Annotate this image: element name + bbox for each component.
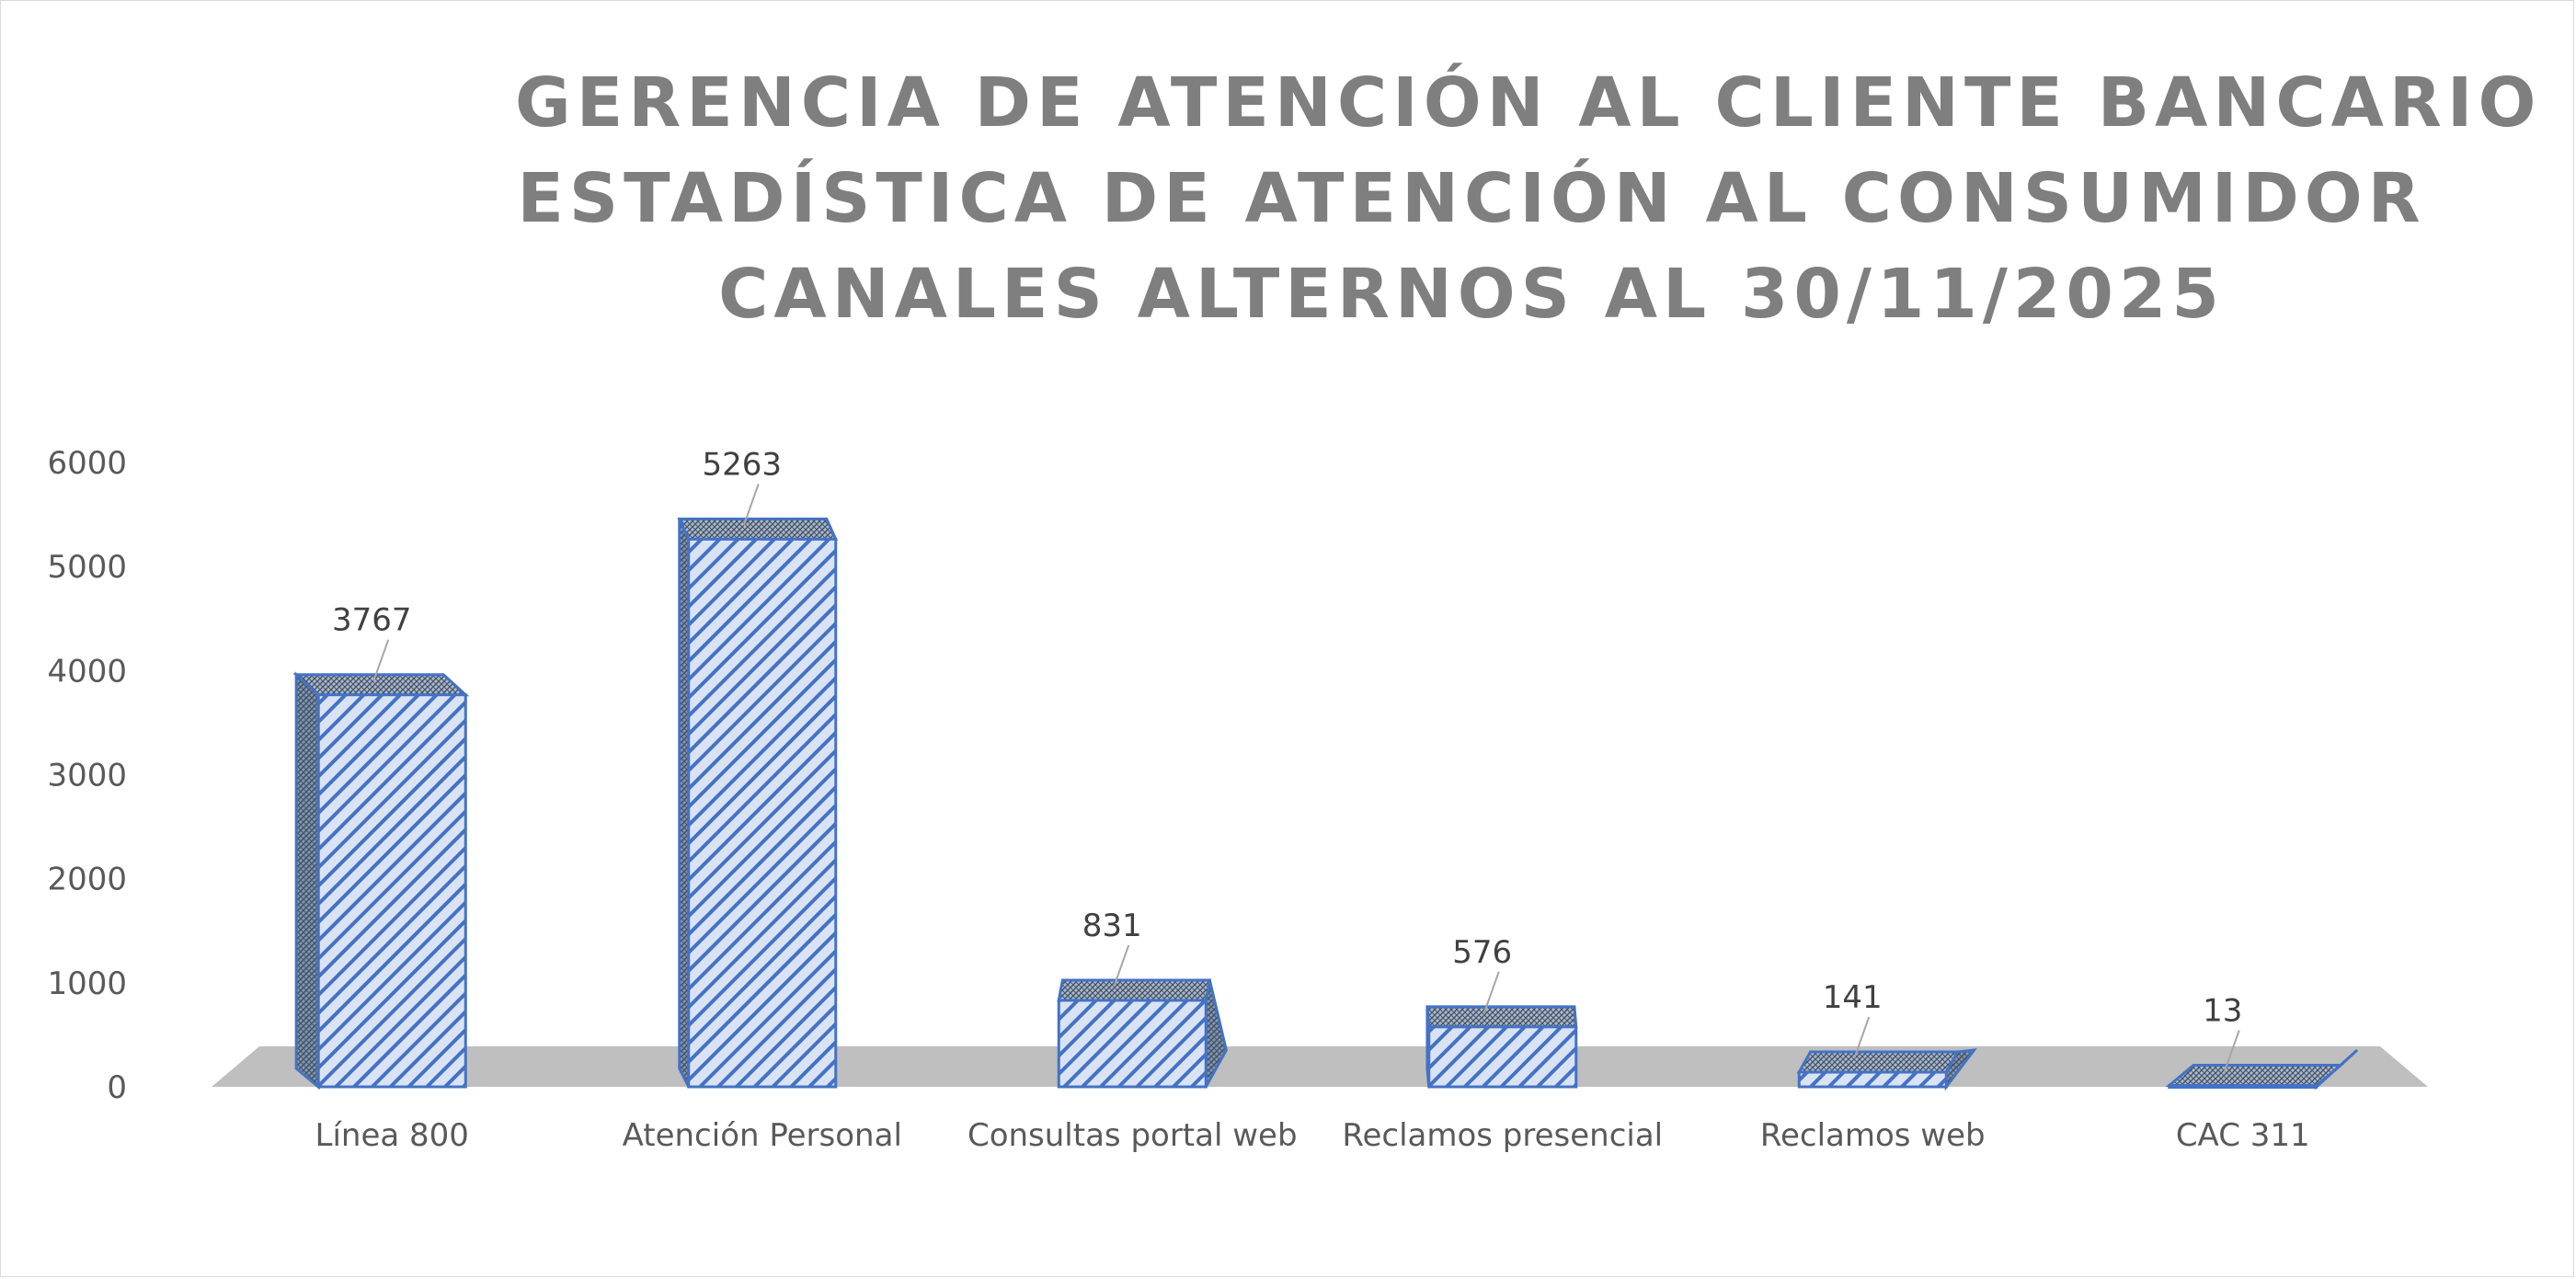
chart-title: GERENCIA DE ATENCIÓN AL CLIENTE BANCARIO… — [515, 55, 2542, 342]
bar-atencion-personal — [677, 517, 839, 1089]
bar-side-face — [294, 671, 320, 1091]
bar-top-face — [1425, 1005, 1578, 1029]
bar-top-face — [677, 517, 839, 541]
bar-top-face — [292, 673, 470, 697]
bar-cac-311 — [2165, 1048, 2359, 1091]
chart-title-line-2: ESTADÍSTICA DE ATENCIÓN AL CONSUMIDOR — [517, 159, 2426, 238]
bar-front-face — [316, 693, 467, 1089]
bar-front-face — [687, 537, 838, 1089]
y-tick-label: 0 — [107, 1069, 127, 1106]
chart-title-line-1: GERENCIA DE ATENCIÓN AL CLIENTE BANCARIO — [515, 63, 2542, 143]
bar-consultas-portal-web — [1057, 978, 1228, 1089]
data-label-leader — [2223, 1030, 2240, 1072]
data-label: 831 — [1082, 908, 1142, 944]
data-label: 576 — [1452, 934, 1512, 971]
bar-front-face — [1427, 1025, 1578, 1089]
data-label: 3767 — [332, 602, 412, 639]
y-tick-label: 1000 — [47, 965, 127, 1002]
bar-front-face — [1057, 999, 1208, 1089]
bar-reclamos-web — [1796, 1048, 1977, 1091]
chart-floor — [212, 1046, 2428, 1087]
category-label-consultas-portal-web: Consultas portal web — [967, 1117, 1298, 1154]
bar-top-face — [2165, 1064, 2345, 1088]
chart-title-line-3: CANALES ALTERNOS AL 30/11/2025 — [718, 255, 2225, 334]
category-label-cac-311: CAC 311 — [2176, 1117, 2310, 1154]
category-label-reclamos-web: Reclamos web — [1760, 1117, 1986, 1154]
category-label-atencion-personal: Atención Personal — [623, 1117, 902, 1154]
bar-front-face — [1797, 1070, 1948, 1089]
y-tick-label: 5000 — [47, 549, 127, 586]
data-label: 13 — [2203, 993, 2242, 1030]
y-tick-label: 3000 — [47, 758, 127, 794]
bar-top-face — [1057, 978, 1212, 1002]
category-label-linea-800: Línea 800 — [315, 1117, 469, 1154]
bar-front-face — [2168, 1084, 2318, 1090]
data-label: 5263 — [702, 446, 782, 483]
data-label-leader — [372, 639, 390, 682]
bar-top-face — [1796, 1050, 1961, 1074]
data-label-leader — [1483, 971, 1500, 1014]
y-tick-label: 6000 — [47, 445, 127, 482]
data-label: 141 — [1823, 979, 1883, 1016]
data-label-leader — [1853, 1016, 1871, 1059]
y-tick-label: 2000 — [47, 862, 127, 898]
y-tick-label: 4000 — [47, 653, 127, 690]
bar-reclamos-presencial — [1425, 1005, 1578, 1089]
bar-linea-800 — [292, 671, 470, 1091]
data-label-leader — [1113, 944, 1130, 988]
category-label-reclamos-presencial: Reclamos presencial — [1342, 1117, 1663, 1154]
data-label-leader — [742, 484, 760, 526]
